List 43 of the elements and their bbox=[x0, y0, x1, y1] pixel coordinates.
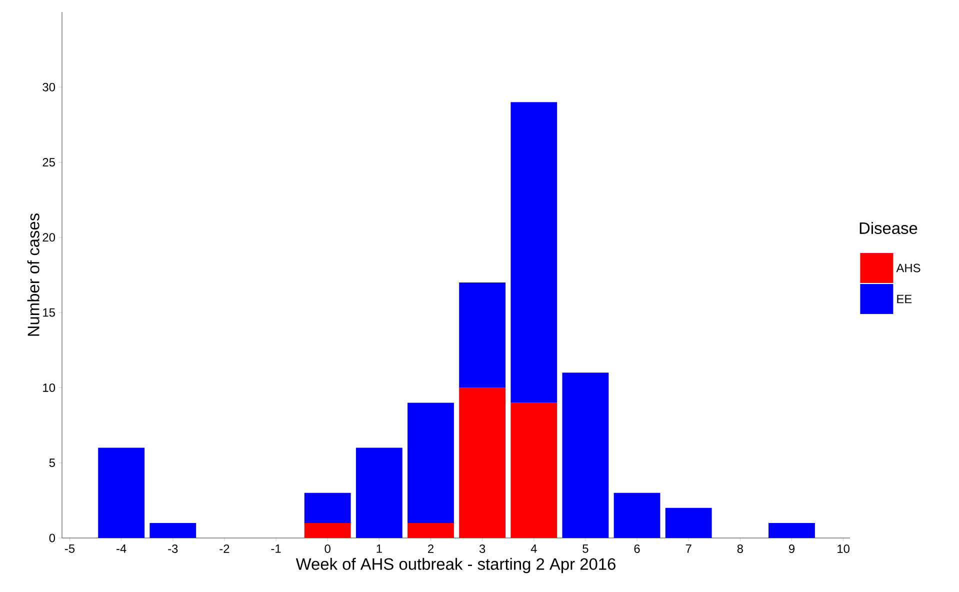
bar bbox=[614, 492, 660, 538]
bar bbox=[510, 402, 558, 538]
text: AHS bbox=[896, 264, 920, 272]
bar bbox=[459, 282, 506, 388]
y-tick-label: 10 bbox=[43, 383, 56, 392]
bar bbox=[459, 388, 506, 538]
y-tick-label: 20 bbox=[42, 233, 56, 242]
x-tick-label: 7 bbox=[686, 544, 692, 553]
x-tick-label: 0 bbox=[324, 544, 330, 553]
x-tick-label: 4 bbox=[530, 544, 537, 553]
y-tick-label: 5 bbox=[49, 458, 55, 468]
x-tick-label: -2 bbox=[220, 544, 230, 553]
x-tick-label: 6 bbox=[634, 544, 640, 553]
bar bbox=[408, 522, 454, 538]
x-tick-label: -1 bbox=[271, 544, 281, 553]
x-tick-label: 9 bbox=[788, 544, 794, 553]
x-tick-label: 2 bbox=[428, 544, 434, 553]
y-tick-label: 0 bbox=[49, 534, 56, 542]
bar bbox=[356, 448, 402, 538]
bar bbox=[98, 448, 145, 538]
legend-title: Disease bbox=[860, 222, 918, 234]
bar bbox=[304, 492, 351, 523]
y-tick-label: 30 bbox=[42, 82, 56, 92]
bar bbox=[304, 522, 351, 538]
x-tick-label: 5 bbox=[582, 544, 588, 553]
x-axis-title: Week of AHS outbreak - starting 2 Apr 2016 bbox=[296, 558, 616, 574]
x-tick-label: 10 bbox=[838, 544, 850, 553]
x-tick-label: 8 bbox=[737, 544, 743, 553]
y-tick-label: 15 bbox=[43, 308, 55, 317]
y-tick-label: 25 bbox=[42, 158, 55, 166]
bar bbox=[665, 508, 712, 538]
text: EE bbox=[897, 294, 912, 304]
x-tick-label: -5 bbox=[64, 544, 75, 553]
x-tick-label: -3 bbox=[168, 544, 178, 553]
bar bbox=[150, 522, 196, 538]
bar bbox=[562, 372, 609, 538]
x-tick-label: 1 bbox=[376, 544, 382, 553]
bar bbox=[510, 102, 558, 403]
x-tick-label: -4 bbox=[116, 544, 126, 553]
bar bbox=[408, 402, 454, 523]
bar bbox=[768, 522, 815, 538]
y-axis-title: Number of cases bbox=[27, 213, 40, 336]
x-tick-label: 3 bbox=[479, 544, 486, 553]
